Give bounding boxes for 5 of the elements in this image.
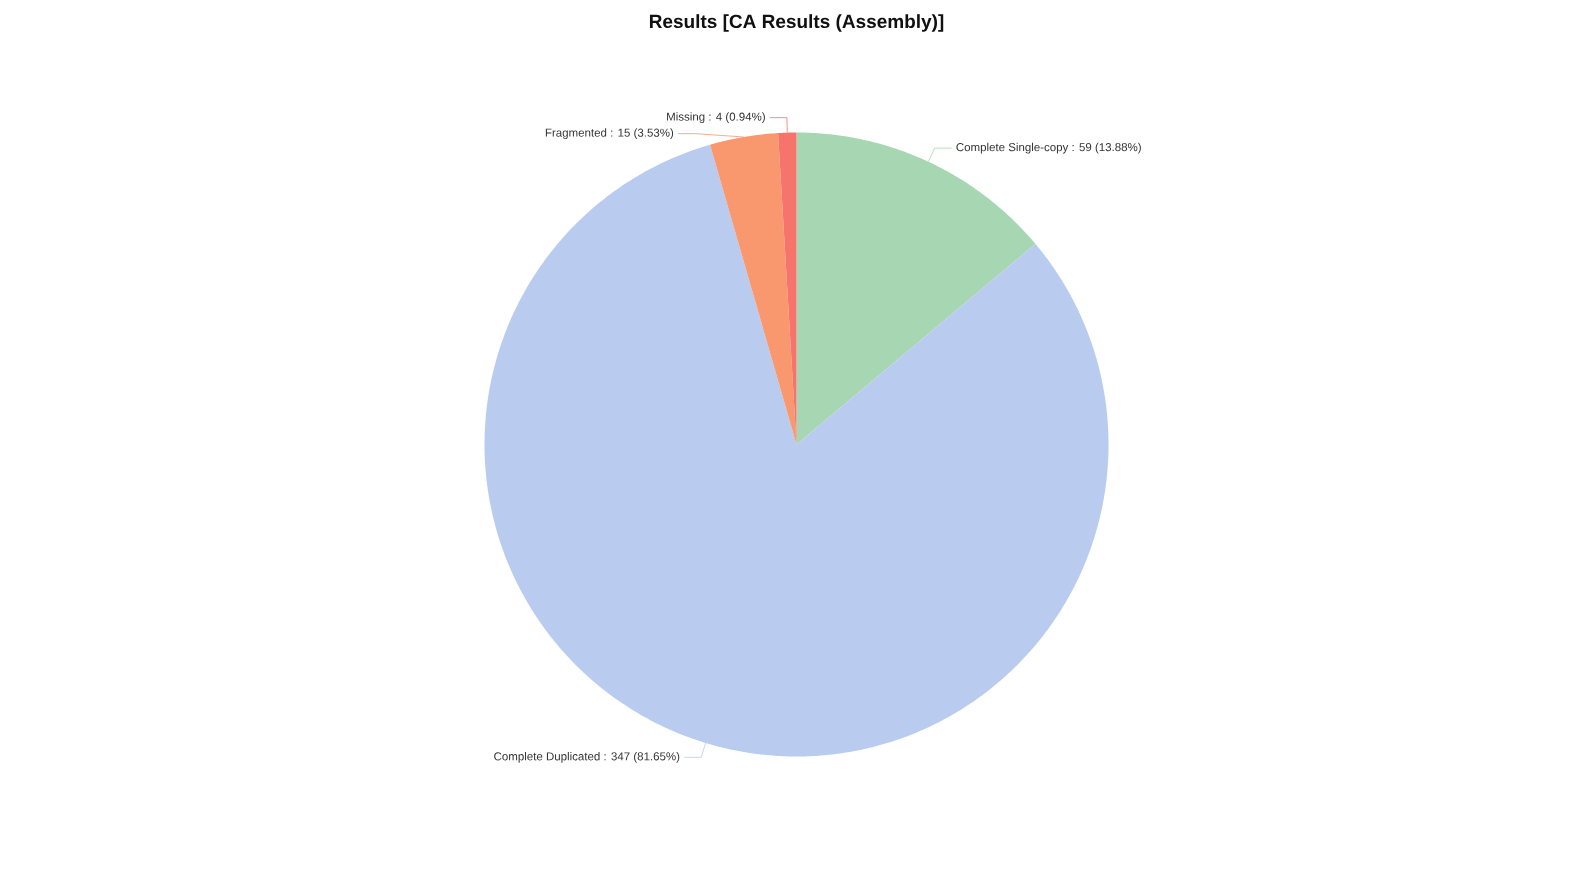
- chart-title: Results [CA Results (Assembly)]: [649, 14, 944, 32]
- slice-label: Complete Duplicated : 347 (81.65%): [494, 751, 680, 763]
- slice-label: Complete Single-copy : 59 (13.88%): [956, 142, 1141, 154]
- slice-label: Fragmented : 15 (3.53%): [545, 128, 674, 139]
- slice-label: Missing : 4 (0.94%): [667, 112, 765, 123]
